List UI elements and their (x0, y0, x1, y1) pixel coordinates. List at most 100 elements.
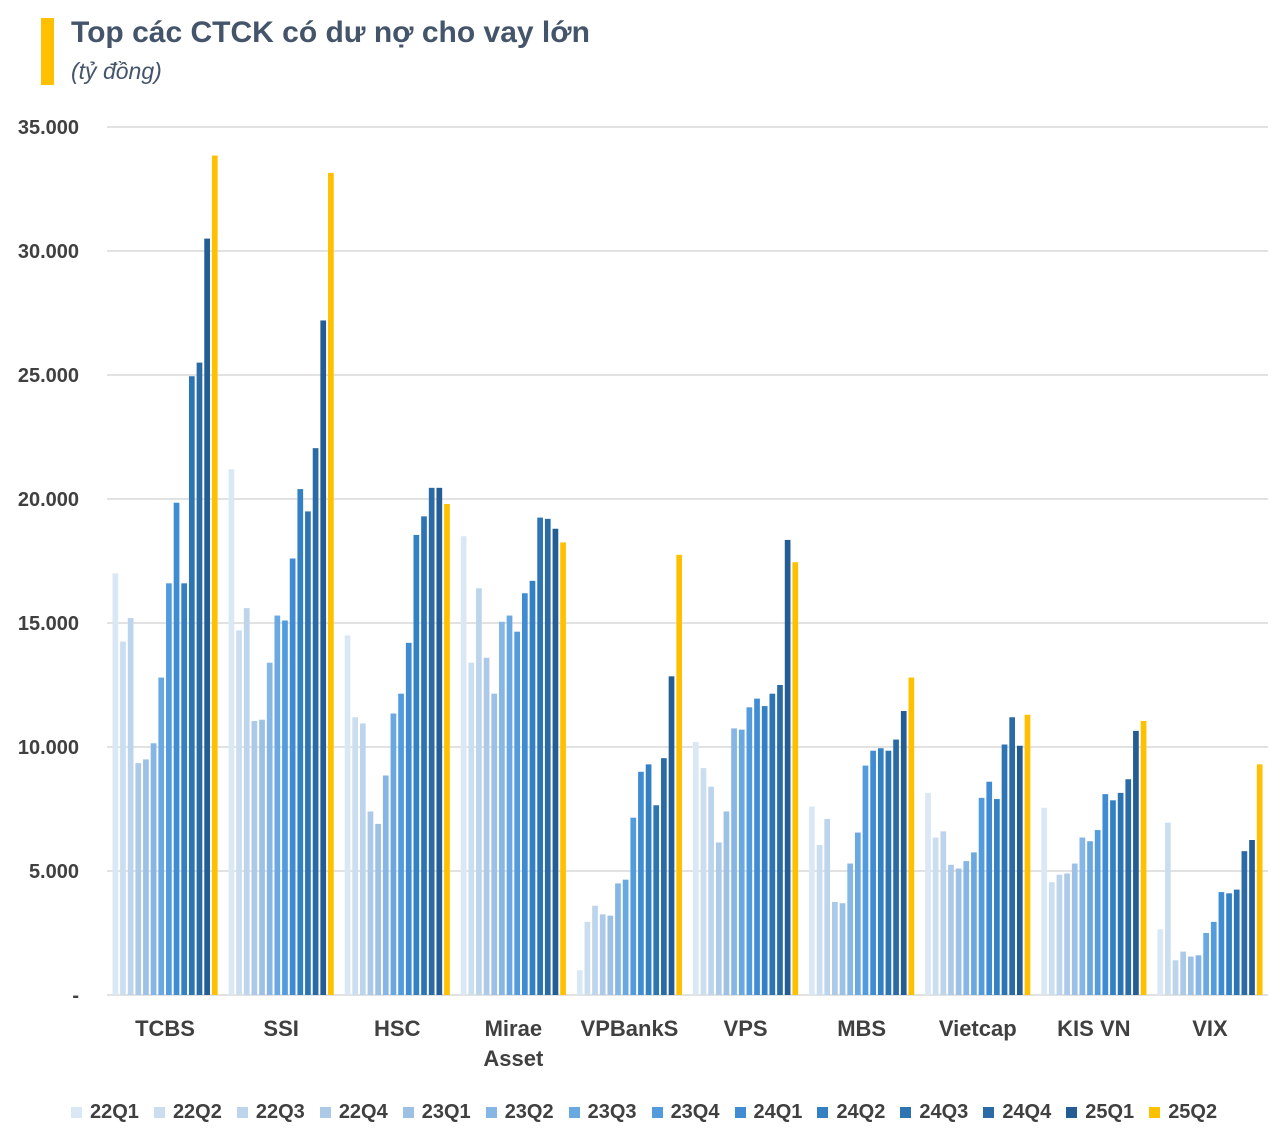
legend-item: 22Q3 (236, 1101, 305, 1124)
y-tick-label: 15.000 (18, 613, 79, 635)
bar-24Q4-MBS (893, 739, 899, 995)
bar-22Q1-MBS (809, 806, 815, 995)
bar-23Q1-VPS (723, 811, 730, 995)
title-accent-bar (41, 18, 54, 85)
x-category-label: VPS (724, 1016, 768, 1041)
bar-24Q1-VPS (754, 698, 760, 995)
bar-22Q2-VIX (1165, 822, 1171, 995)
chart-legend: 22Q1 22Q2 22Q3 22Q4 23Q1 23Q2 23Q3 23Q4 24Q1 24Q2… (71, 1101, 1232, 1124)
bar-23Q3-Mirae-Asset (506, 615, 513, 995)
legend-swatch (651, 1107, 663, 1118)
y-tick-label: 30.000 (18, 241, 79, 263)
bar-22Q1-Vietcap (925, 792, 931, 995)
bar-22Q3-VPS (708, 786, 714, 995)
legend-item: 24Q3 (900, 1101, 968, 1124)
bar-22Q3-VPBankS (592, 905, 598, 995)
bar-25Q1-VPBankS (668, 676, 675, 995)
bar-25Q1-HSC (436, 487, 443, 995)
bar-24Q1-MBS (870, 750, 876, 995)
legend-item: 25Q2 (1149, 1101, 1217, 1124)
bar-23Q4-VPS (746, 707, 753, 995)
legend-swatch (1149, 1107, 1161, 1118)
bar-24Q4-VIX (1241, 851, 1248, 995)
bar-22Q2-VPBankS (584, 921, 591, 995)
bar-25Q2-VPS (792, 562, 799, 995)
bar-23Q3-KIS VN (1087, 841, 1093, 995)
legend-label: 24Q2 (836, 1101, 886, 1123)
bar-24Q2-MBS (877, 748, 884, 995)
legend-item: 23Q3 (568, 1101, 637, 1124)
bar-23Q2-VPS (731, 728, 737, 995)
legend-label: 22Q2 (172, 1101, 222, 1123)
bar-24Q3-Vietcap (1001, 744, 1008, 995)
bar-23Q2-TCBS (150, 743, 157, 995)
bar-25Q2-KIS VN (1140, 720, 1147, 995)
legend-item: 23Q1 (402, 1101, 471, 1124)
bar-24Q3-SSI (305, 511, 311, 995)
y-tick-label: 35.000 (18, 117, 79, 139)
bar-24Q3-Mirae-Asset (537, 517, 543, 995)
legend-label: 24Q3 (919, 1101, 969, 1123)
bar-25Q1-SSI (320, 320, 327, 995)
y-tick-label: 5.000 (29, 861, 79, 883)
legend-swatch (485, 1107, 497, 1118)
bar-23Q1-KIS VN (1071, 863, 1078, 995)
bar-24Q1-HSC (405, 642, 412, 995)
bar-24Q1-TCBS (173, 502, 180, 995)
bar-22Q3-SSI (243, 608, 250, 995)
bar-25Q1-Vietcap (1016, 745, 1023, 995)
bar-23Q3-SSI (274, 615, 281, 995)
legend-item: 24Q1 (734, 1101, 803, 1124)
legend-swatch (71, 1107, 82, 1118)
bar-24Q3-VIX (1233, 889, 1240, 995)
bar-24Q1-Mirae-Asset (521, 593, 528, 995)
bar-22Q4-VPS (715, 842, 722, 995)
bar-22Q3-TCBS (127, 618, 134, 995)
bar-24Q2-SSI (297, 489, 304, 995)
chart-title: Top các CTCK có dư nợ cho vay lớn (71, 16, 590, 49)
legend-swatch (236, 1107, 248, 1118)
x-category-label: MBS (837, 1016, 886, 1041)
bar-24Q4-HSC (428, 487, 435, 995)
bar-23Q3-VPS (738, 729, 745, 995)
bar-22Q2-KIS VN (1048, 882, 1055, 995)
x-category-label: KIS VN (1057, 1016, 1130, 1041)
bar-23Q4-SSI (282, 620, 288, 995)
x-category-label: SSI (263, 1016, 298, 1041)
bar-22Q2-SSI (236, 630, 242, 995)
bar-24Q4-KIS VN (1125, 779, 1132, 995)
bar-22Q1-VIX (1157, 929, 1164, 995)
bar-22Q3-MBS (824, 818, 831, 995)
bar-23Q3-Vietcap (971, 852, 977, 995)
bar-24Q1-VPBankS (638, 771, 644, 995)
bar-22Q4-Mirae-Asset (483, 657, 490, 995)
legend-label: 23Q4 (670, 1101, 720, 1123)
bar-24Q2-TCBS (181, 583, 188, 995)
legend-item: 22Q1 (71, 1101, 139, 1124)
legend-label: 24Q4 (1002, 1101, 1052, 1123)
bar-22Q2-Mirae-Asset (468, 662, 475, 995)
x-category-label: TCBS (135, 1016, 195, 1041)
bar-22Q3-VIX (1172, 960, 1179, 995)
bar-25Q2-MBS (908, 677, 915, 995)
bar-23Q2-SSI (266, 662, 273, 995)
bar-22Q1-VPBankS (576, 970, 583, 995)
bar-24Q2-VIX (1226, 893, 1232, 995)
bar-24Q4-VPS (777, 685, 783, 995)
bar-22Q1-Mirae-Asset (460, 536, 467, 995)
legend-swatch (817, 1107, 829, 1118)
bar-23Q4-VIX (1210, 921, 1217, 995)
bar-22Q4-SSI (251, 720, 258, 995)
x-category-label: Asset (483, 1046, 544, 1071)
bar-23Q1-VPBankS (607, 915, 614, 995)
bar-chart: - 5.000 10.000 15.000 20.000 25.000 30.000 35.0… (18, 117, 1268, 1071)
legend-swatch (983, 1107, 995, 1118)
bar-22Q4-TCBS (135, 763, 142, 995)
bar-22Q3-Mirae-Asset (476, 588, 482, 995)
bar-23Q2-HSC (382, 775, 389, 995)
x-category-label: Vietcap (939, 1016, 1017, 1041)
bar-25Q2-Mirae-Asset (560, 542, 566, 995)
x-category-label: HSC (374, 1016, 421, 1041)
bar-25Q1-VPS (784, 539, 791, 995)
legend-label: 24Q1 (753, 1101, 803, 1123)
